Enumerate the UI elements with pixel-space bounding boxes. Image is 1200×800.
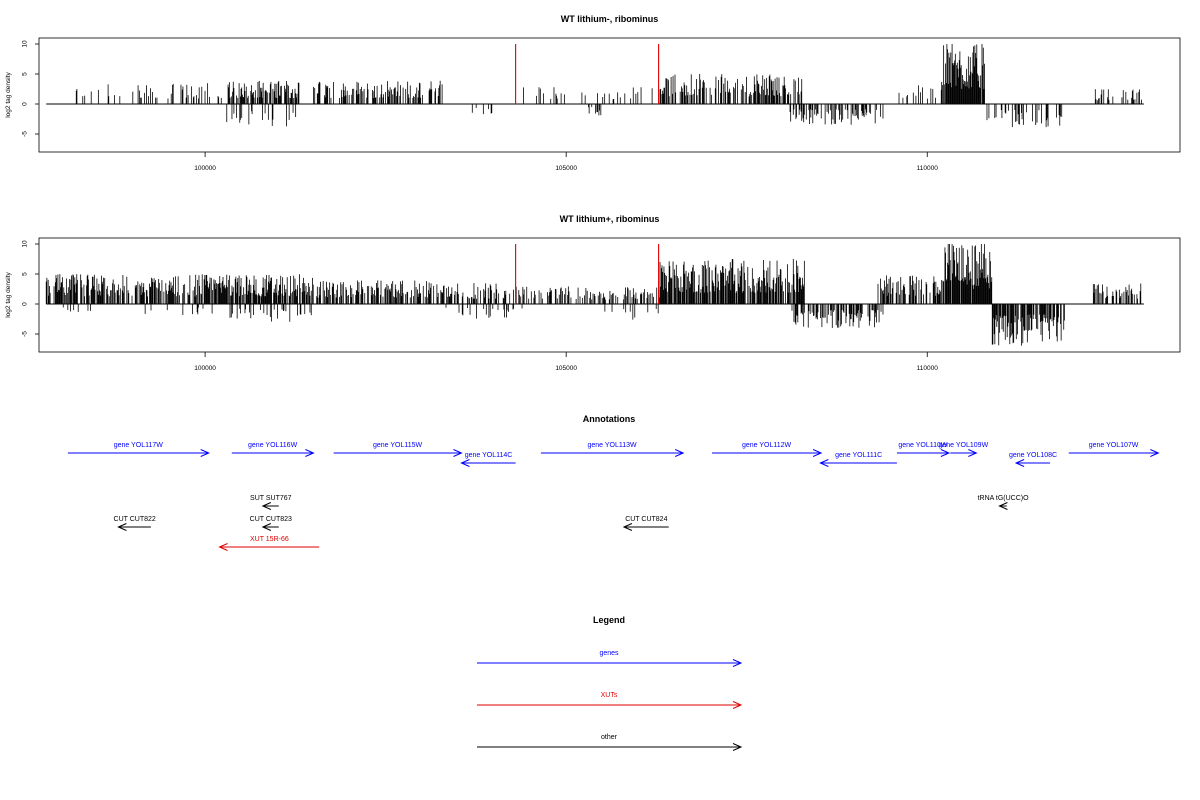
y-axis-label: log2 tag density bbox=[5, 71, 12, 117]
annotation-arrow-head bbox=[460, 459, 470, 467]
annotation-label: gene YOL107W bbox=[1089, 442, 1139, 449]
legend-arrow-head bbox=[732, 743, 743, 751]
annotation-gene: gene YOL108C bbox=[1009, 452, 1057, 467]
legend-arrow-head bbox=[732, 659, 743, 667]
annotation-gene: gene YOL111C bbox=[819, 452, 897, 467]
plot-frame bbox=[38, 37, 1181, 153]
annotation-label: gene YOL112W bbox=[742, 442, 792, 449]
x-tick-label: 110000 bbox=[917, 165, 939, 172]
annotation-arrow-head bbox=[819, 459, 829, 467]
annotation-label: gene YOL116W bbox=[248, 442, 298, 449]
annotation-label: gene YOL114C bbox=[465, 452, 513, 459]
annotation-gene: gene YOL114C bbox=[460, 452, 516, 467]
y-tick-label: 10 bbox=[22, 240, 29, 248]
annotation-arrow-head bbox=[622, 523, 633, 531]
coverage-panel-1: WT lithium-, ribominus -5 0 5 10 log2 tag den… bbox=[5, 14, 1181, 172]
x-tick-label: 110000 bbox=[917, 365, 939, 372]
annotations-track: Annotations gene YOL117W gene YOL116W gene … bbox=[67, 414, 1160, 551]
annotations-title: Annotations bbox=[583, 414, 636, 424]
y-tick-label: 0 bbox=[22, 302, 29, 306]
annotation-other: tRNA tG(UCC)O bbox=[978, 495, 1030, 510]
annotation-label: gene YOL109W bbox=[939, 442, 989, 449]
legend-label: genes bbox=[599, 650, 619, 657]
annotation-xut: XUT 15R-66 bbox=[218, 536, 320, 551]
legend-title: Legend bbox=[593, 615, 625, 625]
y-tick-label: 0 bbox=[22, 102, 29, 106]
annotation-arrow-head bbox=[1150, 449, 1160, 457]
annotation-arrow-head bbox=[117, 523, 127, 531]
annotation-arrow-head bbox=[674, 449, 685, 457]
y-tick-label: -5 bbox=[22, 131, 29, 137]
coverage-panel-2: WT lithium+, ribominus -5 0 5 10 log2 tag den… bbox=[5, 214, 1181, 372]
coverage-bars bbox=[45, 244, 1142, 346]
annotation-arrow-head bbox=[940, 449, 951, 457]
panel-title: WT lithium-, ribominus bbox=[561, 14, 659, 24]
legend-label: XUTs bbox=[601, 692, 618, 699]
annotation-gene: gene YOL112W bbox=[712, 442, 823, 457]
y-tick-label: 10 bbox=[22, 40, 29, 48]
annotation-arrow-head bbox=[1014, 459, 1025, 467]
annotation-arrow-head bbox=[968, 449, 978, 457]
annotation-gene: gene YOL110W bbox=[896, 442, 951, 457]
x-tick-label: 100000 bbox=[194, 365, 216, 372]
y-tick-label: 5 bbox=[22, 72, 29, 76]
annotation-arrow-head bbox=[200, 449, 210, 457]
annotation-arrow-head bbox=[453, 449, 463, 457]
annotation-arrow-head bbox=[261, 502, 272, 510]
annotation-label: gene YOL113W bbox=[587, 442, 637, 449]
annotation-label: SUT SUT767 bbox=[250, 495, 292, 502]
annotation-label: XUT 15R-66 bbox=[250, 536, 289, 543]
legend: Legend genes XUTs other bbox=[477, 615, 743, 751]
annotation-arrow-head bbox=[305, 449, 315, 457]
annotation-label: CUT CUT823 bbox=[250, 516, 292, 523]
legend-arrow-head bbox=[732, 701, 743, 709]
legend-entry: XUTs bbox=[477, 692, 743, 709]
annotation-gene: gene YOL113W bbox=[540, 442, 685, 457]
annotation-label: CUT CUT822 bbox=[114, 516, 156, 523]
y-tick-label: 5 bbox=[22, 272, 29, 276]
legend-label: other bbox=[601, 734, 618, 741]
annotation-label: tRNA tG(UCC)O bbox=[978, 495, 1030, 502]
annotation-label: gene YOL117W bbox=[114, 442, 164, 449]
plot-frame bbox=[38, 237, 1181, 353]
annotation-gene: gene YOL109W bbox=[939, 442, 989, 457]
annotation-other: CUT CUT824 bbox=[622, 516, 669, 531]
annotation-label: CUT CUT824 bbox=[625, 516, 667, 523]
annotation-arrow-head bbox=[812, 449, 823, 457]
x-tick-label: 105000 bbox=[555, 365, 577, 372]
annotation-arrow-head bbox=[998, 502, 1008, 510]
annotation-gene: gene YOL115W bbox=[333, 442, 463, 457]
annotation-other: CUT CUT823 bbox=[250, 516, 292, 531]
x-tick-label: 105000 bbox=[555, 165, 577, 172]
coverage-bars bbox=[75, 44, 1142, 128]
annotation-arrow-head bbox=[261, 523, 272, 531]
y-axis-label: log2 tag density bbox=[5, 271, 12, 317]
annotation-label: gene YOL110W bbox=[898, 442, 948, 449]
legend-entry: genes bbox=[477, 650, 743, 667]
annotation-other: SUT SUT767 bbox=[250, 495, 292, 510]
annotation-label: gene YOL115W bbox=[373, 442, 423, 449]
annotation-label: gene YOL108C bbox=[1009, 452, 1057, 459]
y-tick-label: -5 bbox=[22, 331, 29, 337]
annotation-gene: gene YOL107W bbox=[1068, 442, 1160, 457]
annotation-other: CUT CUT822 bbox=[114, 516, 156, 531]
panel-title: WT lithium+, ribominus bbox=[560, 214, 660, 224]
x-tick-label: 100000 bbox=[194, 165, 216, 172]
annotation-label: gene YOL111C bbox=[835, 452, 882, 459]
annotation-gene: gene YOL116W bbox=[231, 442, 315, 457]
legend-entry: other bbox=[477, 734, 743, 751]
annotation-gene: gene YOL117W bbox=[67, 442, 210, 457]
annotation-arrow-head bbox=[218, 543, 228, 551]
